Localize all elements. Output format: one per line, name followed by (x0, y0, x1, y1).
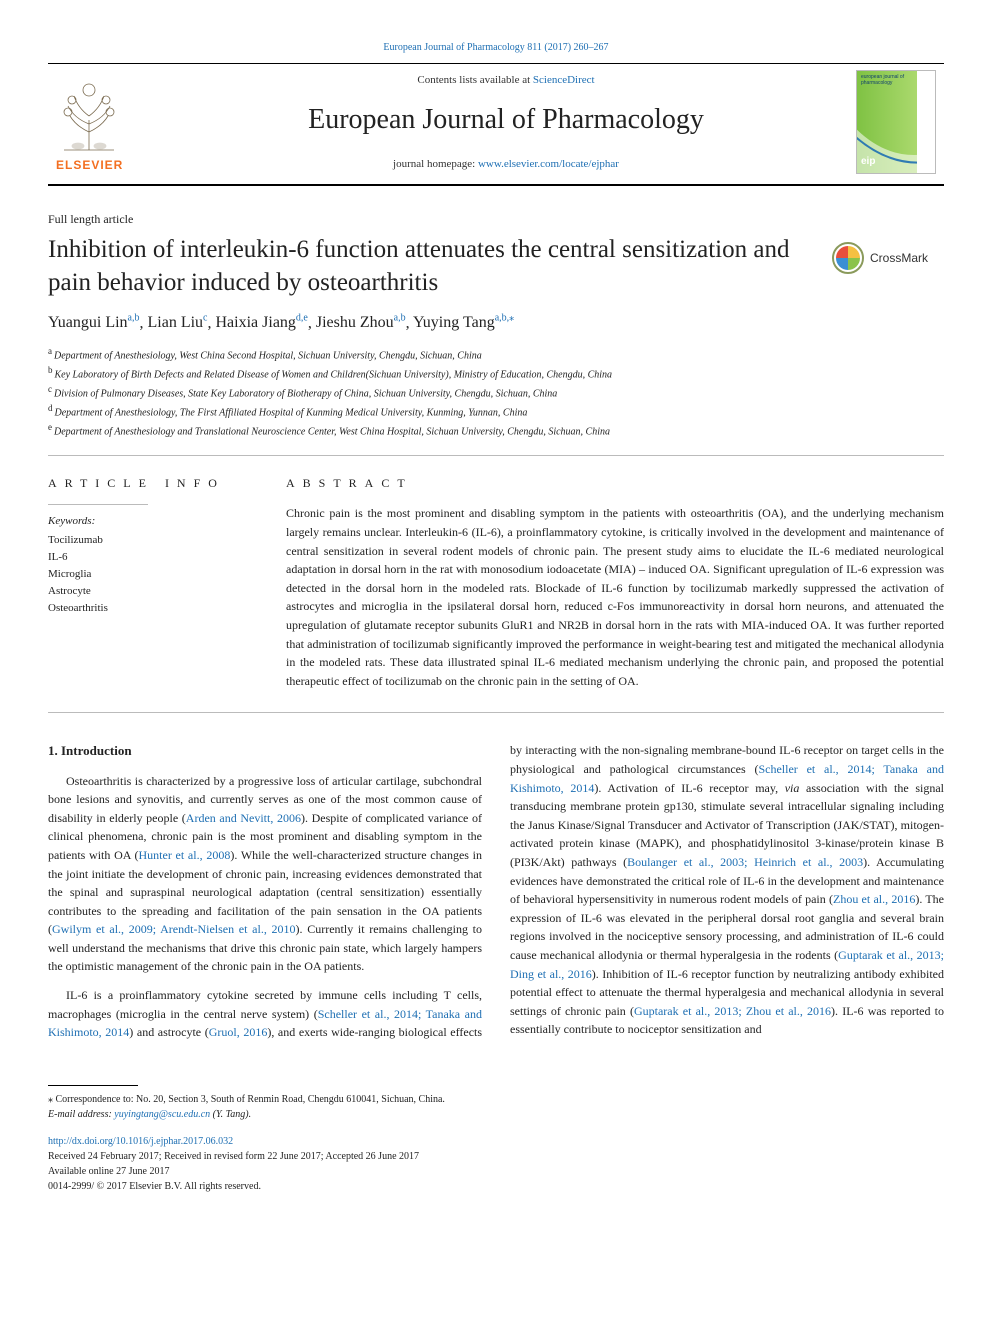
journal-header: ELSEVIER Contents lists available at Sci… (48, 63, 944, 186)
abstract-heading: ABSTRACT (286, 474, 944, 492)
abstract-text: Chronic pain is the most prominent and d… (286, 504, 944, 690)
paragraph: Osteoarthritis is characterized by a pro… (48, 772, 482, 977)
keyword: Microglia (48, 566, 254, 583)
publisher-name: ELSEVIER (56, 156, 123, 174)
cite-link[interactable]: Arden and Nevitt, 2006 (186, 811, 301, 825)
header-center: Contents lists available at ScienceDirec… (176, 70, 836, 174)
publisher-block: ELSEVIER (56, 70, 176, 174)
keywords-label: Keywords: (48, 513, 254, 530)
keyword: Osteoarthritis (48, 600, 254, 617)
author: Lian Liuc (148, 314, 208, 331)
author: Haixia Jiangd,e (216, 314, 308, 331)
article-info: ARTICLE INFO Keywords: Tocilizumab IL-6 … (48, 474, 254, 690)
body-text: 1. Introduction Osteoarthritis is charac… (48, 741, 944, 1045)
email-note: E-mail address: yuyingtang@scu.edu.cn (Y… (48, 1107, 944, 1122)
affiliation: bKey Laboratory of Birth Defects and Rel… (48, 364, 944, 383)
cite-link[interactable]: Boulanger et al., 2003; Heinrich et al.,… (627, 855, 863, 869)
corresponding-marker: ⁎ (509, 313, 514, 324)
homepage-line: journal homepage: www.elsevier.com/locat… (176, 156, 836, 173)
cover-mini-title: european journal of pharmacology (861, 75, 915, 86)
affiliation: cDivision of Pulmonary Diseases, State K… (48, 383, 944, 402)
article-type: Full length article (48, 210, 944, 228)
contents-line: Contents lists available at ScienceDirec… (176, 72, 836, 89)
homepage-prefix: journal homepage: (393, 158, 478, 170)
article-title: Inhibition of interleukin-6 function att… (48, 234, 816, 299)
affiliation: dDepartment of Anesthesiology, The First… (48, 402, 944, 421)
divider (48, 712, 944, 713)
footnotes: ⁎ Correspondence to: No. 20, Section 3, … (48, 1085, 944, 1122)
homepage-link[interactable]: www.elsevier.com/locate/ejphar (478, 158, 619, 170)
keyword: Tocilizumab (48, 532, 254, 549)
keywords-list: Tocilizumab IL-6 Microglia Astrocyte Ost… (48, 532, 254, 617)
cite-link[interactable]: Guptarak et al., 2013; Zhou et al., 2016 (634, 1004, 831, 1018)
keyword: Astrocyte (48, 583, 254, 600)
abstract: ABSTRACT Chronic pain is the most promin… (286, 474, 944, 690)
cite-link[interactable]: Gruol, 2016 (209, 1025, 268, 1039)
header-right: european journal of pharmacology eip (836, 70, 936, 174)
sciencedirect-link[interactable]: ScienceDirect (533, 74, 595, 86)
section-heading: 1. Introduction (48, 741, 482, 761)
crossmark-label: CrossMark (870, 249, 928, 267)
journal-cover-thumb: european journal of pharmacology eip (856, 70, 936, 174)
author: Jieshu Zhoua,b (316, 314, 406, 331)
journal-name: European Journal of Pharmacology (176, 99, 836, 141)
correspondence-note: ⁎ Correspondence to: No. 20, Section 3, … (48, 1092, 944, 1107)
cite-link[interactable]: Gwilym et al., 2009; Arendt-Nielsen et a… (52, 922, 296, 936)
history-dates: Received 24 February 2017; Received in r… (48, 1149, 944, 1164)
running-head: European Journal of Pharmacology 811 (20… (48, 40, 944, 55)
copyright-line: 0014-2999/ © 2017 Elsevier B.V. All righ… (48, 1179, 944, 1194)
footnote-rule (48, 1085, 138, 1086)
author: Yuangui Lina,b (48, 314, 140, 331)
cite-link[interactable]: Zhou et al., 2016 (833, 892, 915, 906)
author-list: Yuangui Lina,b, Lian Liuc, Haixia Jiangd… (48, 311, 944, 335)
online-date: Available online 27 June 2017 (48, 1164, 944, 1179)
cite-link[interactable]: Hunter et al., 2008 (139, 848, 231, 862)
email-link[interactable]: yuyingtang@scu.edu.cn (114, 1109, 210, 1120)
affiliation: aDepartment of Anesthesiology, West Chin… (48, 345, 944, 364)
crossmark-icon (832, 242, 864, 274)
affiliation: eDepartment of Anesthesiology and Transl… (48, 421, 944, 440)
affiliations: aDepartment of Anesthesiology, West Chin… (48, 345, 944, 439)
contents-prefix: Contents lists available at (417, 74, 532, 86)
cover-eip: eip (861, 154, 875, 169)
elsevier-tree-icon (56, 80, 122, 152)
crossmark-badge[interactable]: CrossMark (832, 242, 944, 274)
keyword: IL-6 (48, 549, 254, 566)
doi-block: http://dx.doi.org/10.1016/j.ejphar.2017.… (48, 1134, 944, 1194)
author: Yuying Tanga,b,⁎ (413, 314, 514, 331)
doi-link[interactable]: http://dx.doi.org/10.1016/j.ejphar.2017.… (48, 1136, 233, 1147)
article-info-heading: ARTICLE INFO (48, 474, 254, 492)
running-head-link[interactable]: European Journal of Pharmacology 811 (20… (383, 42, 608, 53)
